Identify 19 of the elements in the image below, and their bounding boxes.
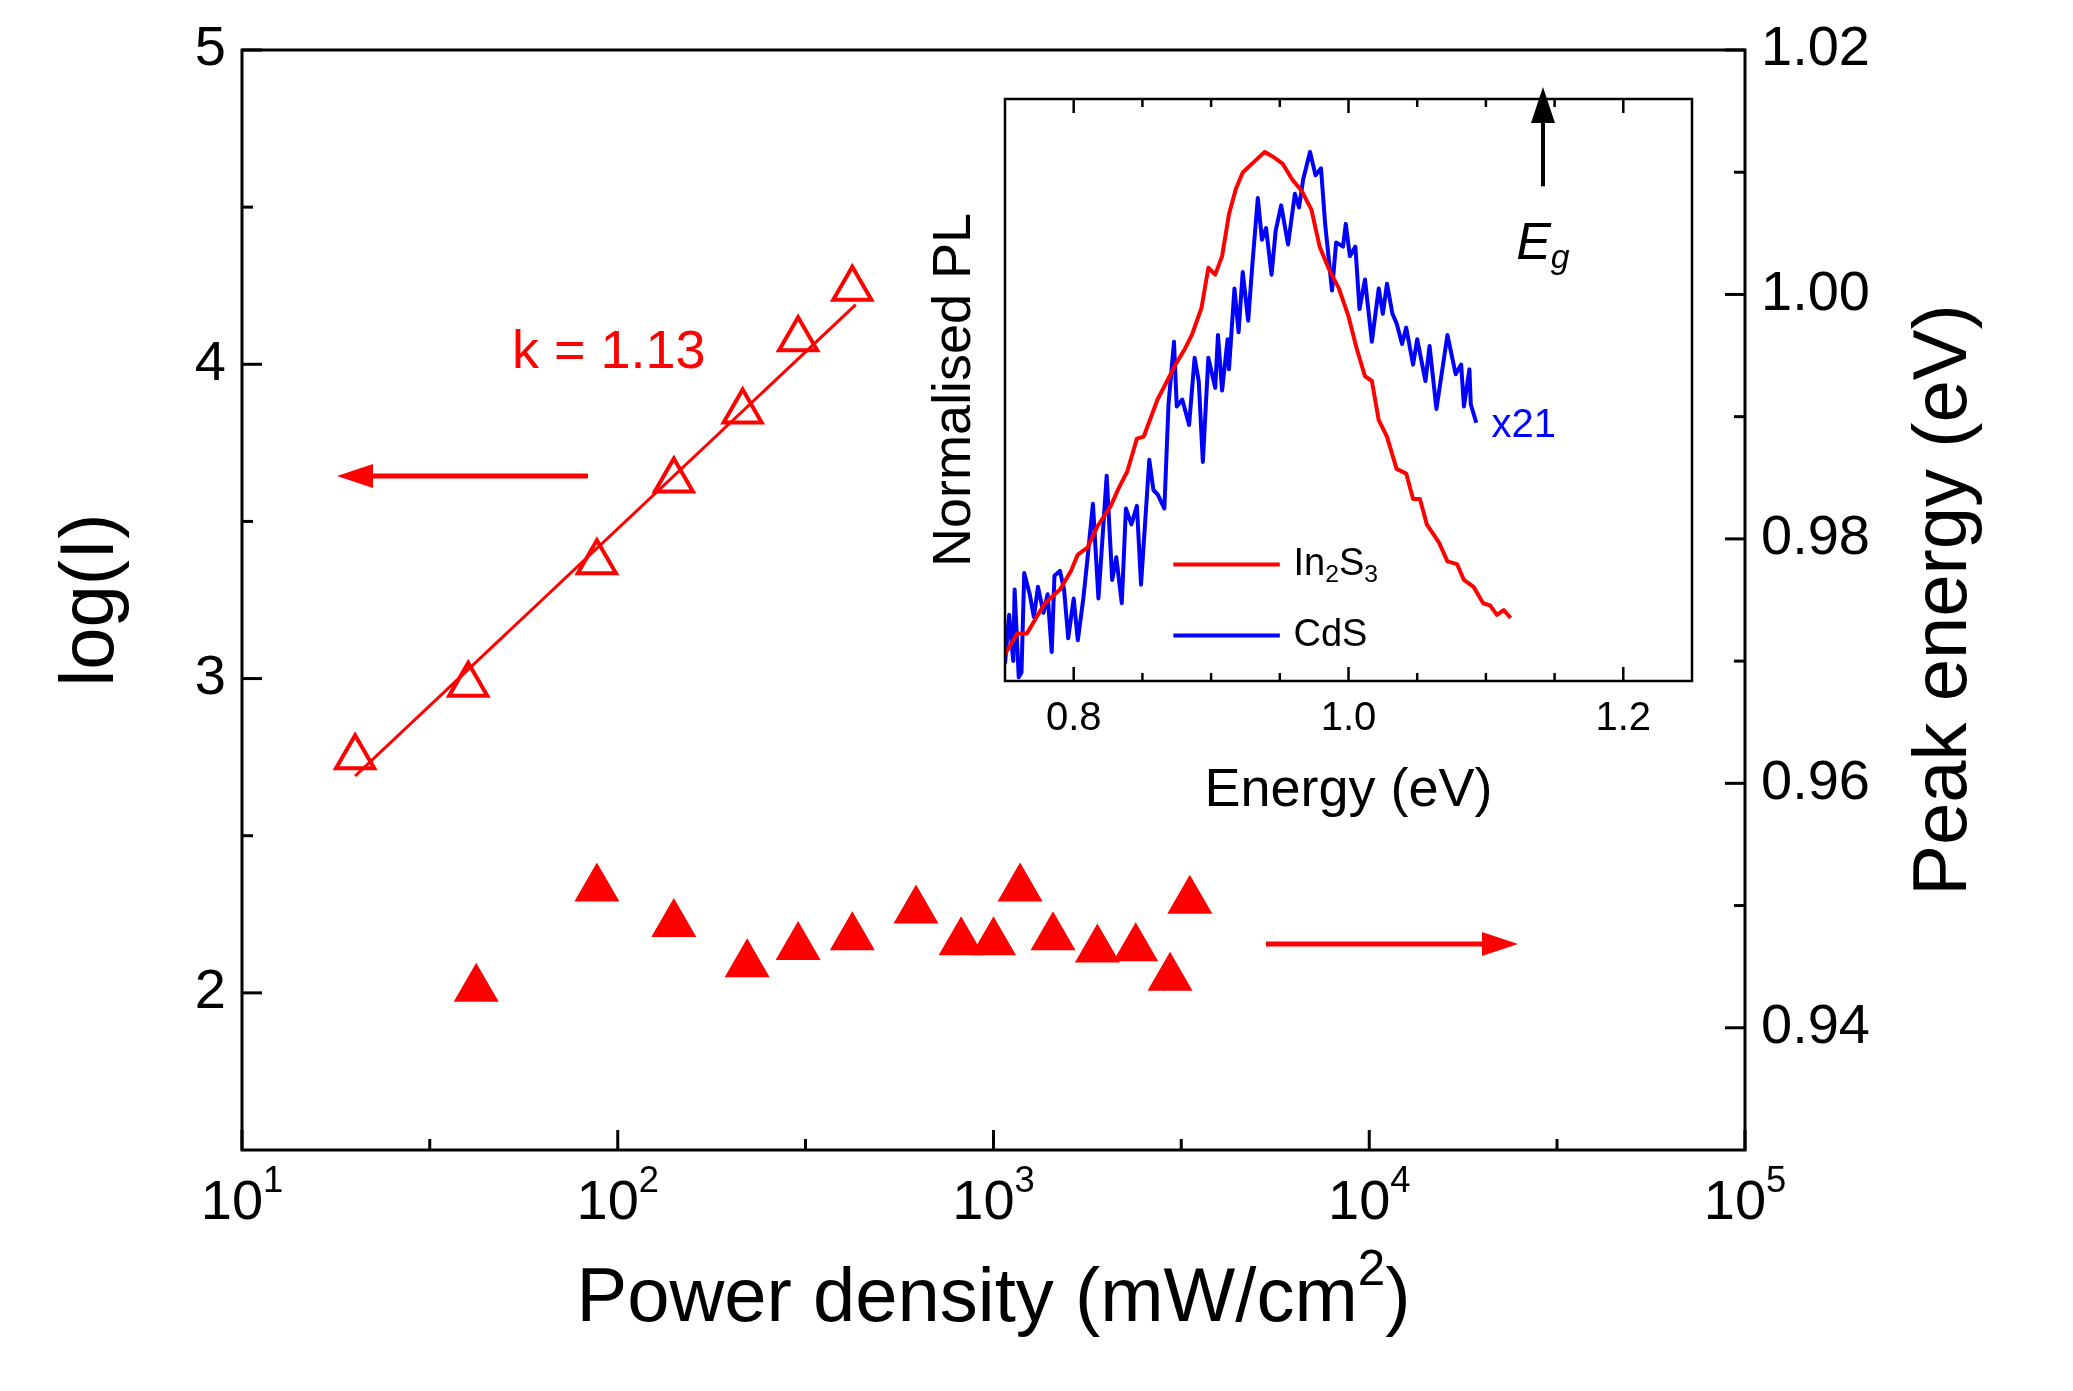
y-tick-label: 4 bbox=[194, 328, 227, 392]
y2-axis-title: Peak energy (eV) bbox=[1896, 304, 1982, 896]
y2-tick-label: 0.98 bbox=[1761, 503, 1870, 567]
x-tick-label: 1.0 bbox=[1320, 694, 1377, 739]
x-axis-title: Energy (eV) bbox=[1204, 756, 1493, 817]
y-tick-label: 5 bbox=[194, 14, 227, 78]
legend-label: CdS bbox=[1293, 612, 1368, 655]
y-tick-label: 2 bbox=[194, 957, 227, 1021]
annotation: k = 1.13 bbox=[511, 319, 706, 380]
y2-tick-label: 1.00 bbox=[1761, 258, 1870, 322]
y2-tick-label: 1.02 bbox=[1761, 14, 1870, 78]
x-tick-label: 1.2 bbox=[1595, 694, 1652, 739]
y-axis-title: Normalised PL bbox=[920, 212, 981, 568]
y-tick-label: 3 bbox=[194, 643, 227, 707]
y-axis-title: log(I) bbox=[43, 513, 129, 687]
y2-tick-label: 0.96 bbox=[1761, 747, 1870, 811]
annotation: x21 bbox=[1491, 400, 1556, 445]
x-tick-label: 0.8 bbox=[1045, 694, 1102, 739]
y2-tick-label: 0.94 bbox=[1761, 992, 1870, 1056]
